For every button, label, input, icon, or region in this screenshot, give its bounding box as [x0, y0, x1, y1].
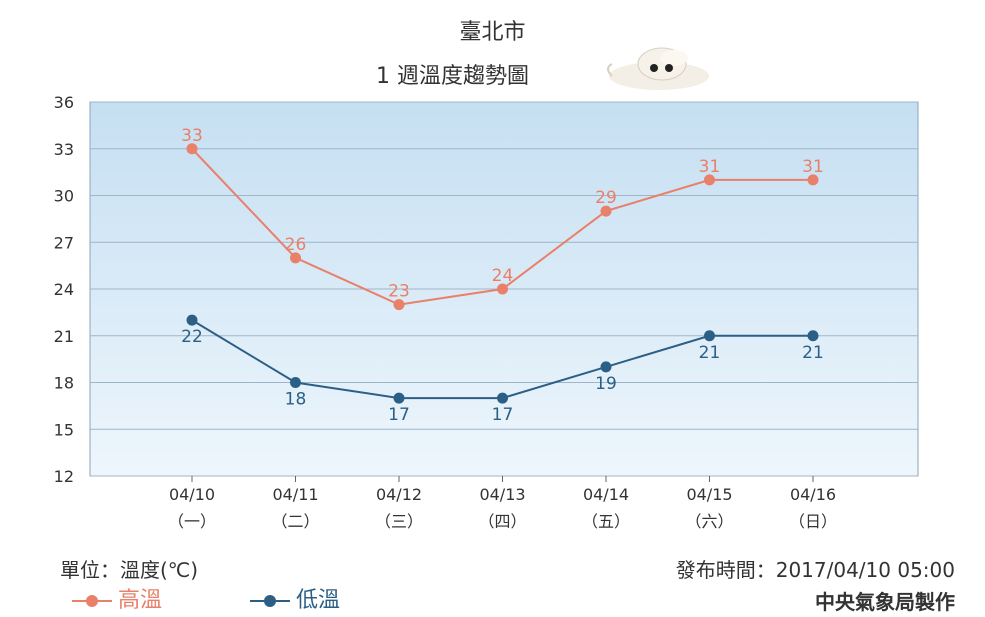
- data-point: [393, 299, 405, 311]
- y-tick-label: 30: [54, 187, 74, 206]
- legend-label-high: 高溫: [118, 588, 163, 613]
- data-label: 29: [595, 188, 617, 208]
- data-point: [393, 392, 405, 404]
- data-label: 23: [388, 282, 410, 302]
- x-tick-label: 04/12: [376, 485, 422, 504]
- x-tick-label: 04/14: [583, 485, 629, 504]
- data-point: [290, 252, 301, 264]
- legend-swatch-low: [250, 591, 290, 611]
- data-point: [186, 143, 198, 155]
- data-label: 24: [492, 266, 514, 286]
- data-point: [186, 314, 198, 326]
- y-tick-label: 27: [54, 233, 74, 252]
- data-label: 18: [285, 390, 307, 410]
- y-tick-label: 21: [54, 327, 74, 346]
- x-tick-sublabel: （一）: [168, 512, 216, 531]
- y-tick-label: 33: [54, 140, 74, 159]
- x-tick-sublabel: （二）: [271, 512, 319, 531]
- legend-high: 高溫: [72, 582, 162, 614]
- agency-credit: 中央氣象局製作: [815, 590, 955, 614]
- data-label: 17: [388, 405, 410, 425]
- data-point: [704, 174, 715, 186]
- data-point: [807, 174, 819, 186]
- x-tick-sublabel: （五）: [582, 512, 630, 531]
- data-point: [807, 330, 819, 342]
- line-chart: 12 15 18 21 24 27 30 33 36 04/10 （一） 04/11 （二） 04/12 （…: [54, 93, 919, 531]
- data-label: 26: [285, 235, 307, 255]
- x-tick-label: 04/16: [790, 485, 836, 504]
- x-tick-sublabel: （六）: [685, 512, 733, 531]
- x-tick-label: 04/13: [479, 485, 525, 504]
- x-tick-sublabel: （四）: [478, 512, 526, 531]
- y-tick-label: 24: [54, 280, 74, 299]
- data-point: [497, 283, 508, 295]
- x-tick-label: 04/15: [686, 485, 732, 504]
- x-tick-label: 04/11: [272, 485, 318, 504]
- chart-title: 臺北市: [459, 20, 526, 45]
- legend-low: 低溫: [250, 582, 340, 614]
- data-label: 17: [492, 405, 514, 425]
- data-label: 21: [699, 343, 721, 363]
- legend-swatch-high: [72, 591, 112, 611]
- legend-label-low: 低溫: [296, 588, 341, 613]
- y-tick-label: 36: [54, 93, 74, 112]
- data-point: [497, 392, 508, 404]
- y-tick-label: 15: [54, 420, 74, 439]
- data-label: 19: [595, 374, 617, 394]
- data-label: 31: [802, 157, 824, 177]
- data-label: 21: [802, 343, 824, 363]
- x-tick-label: 04/10: [169, 485, 215, 504]
- y-tick-label: 12: [54, 467, 74, 486]
- data-label: 31: [699, 157, 721, 177]
- x-tick-sublabel: （日）: [789, 512, 837, 531]
- x-tick-sublabel: （三）: [375, 512, 423, 531]
- cloud-mascot-icon: [607, 47, 709, 90]
- unit-label: 單位：溫度(℃): [60, 558, 199, 582]
- data-label: 22: [181, 327, 203, 347]
- data-label: 33: [181, 126, 203, 146]
- data-point: [290, 377, 301, 388]
- data-point: [600, 205, 612, 217]
- data-point: [704, 330, 715, 342]
- issued-time: 發布時間：2017/04/10 05:00: [675, 558, 955, 582]
- y-tick-label: 18: [54, 374, 74, 393]
- data-point: [600, 361, 612, 373]
- chart-subtitle: 1 週溫度趨勢圖: [376, 64, 529, 89]
